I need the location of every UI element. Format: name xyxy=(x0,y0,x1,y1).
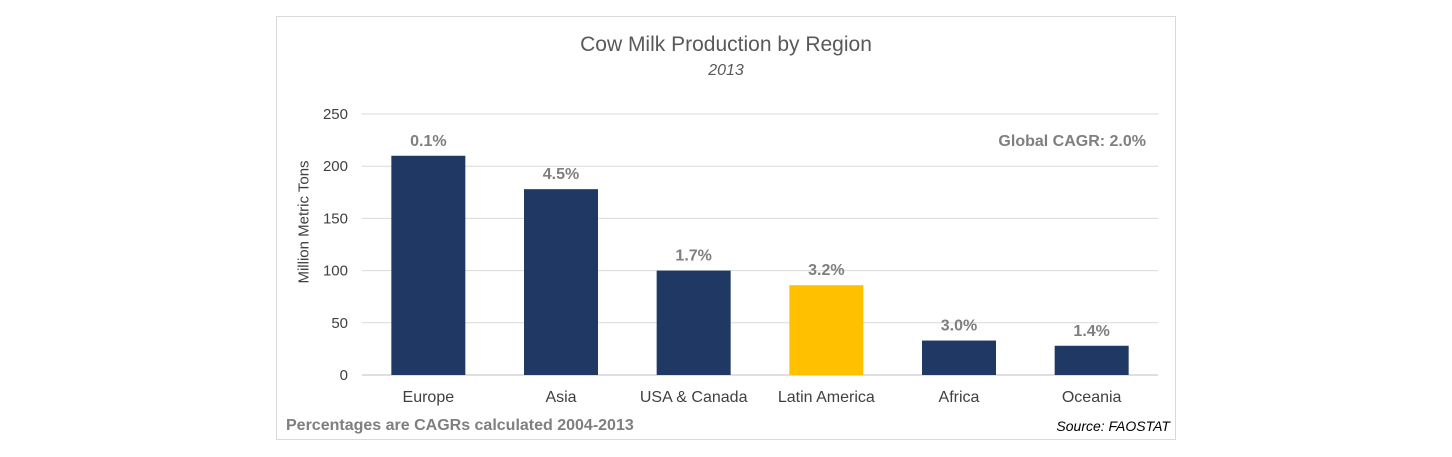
bar xyxy=(391,155,466,375)
y-tick-label: 100 xyxy=(323,263,348,280)
source-note: Source: FAOSTAT xyxy=(1056,418,1170,434)
x-tick-label: Latin America xyxy=(778,389,875,406)
data-label: 1.4% xyxy=(1073,323,1109,340)
x-tick-label: Africa xyxy=(939,389,980,406)
chart-subtitle: 2013 xyxy=(708,62,744,79)
bar xyxy=(789,285,864,375)
bar xyxy=(656,270,731,375)
y-tick-label: 0 xyxy=(340,367,348,384)
data-label: 3.2% xyxy=(808,262,844,279)
x-tick-label: Europe xyxy=(403,389,455,406)
global-cagr-annotation: Global CAGR: 2.0% xyxy=(998,133,1146,150)
chart-title: Cow Milk Production by Region xyxy=(580,33,872,56)
bar xyxy=(524,189,598,375)
y-tick-label: 150 xyxy=(323,210,348,227)
x-tick-label: Oceania xyxy=(1062,389,1122,406)
x-tick-label: USA & Canada xyxy=(640,389,748,406)
bar xyxy=(1054,345,1129,375)
y-tick-label: 50 xyxy=(331,315,348,332)
footnote: Percentages are CAGRs calculated 2004-20… xyxy=(286,417,634,434)
bar xyxy=(922,340,996,375)
data-label: 4.5% xyxy=(543,166,579,183)
data-label: 3.0% xyxy=(941,318,977,335)
data-label: 1.7% xyxy=(675,248,711,265)
y-tick-label: 250 xyxy=(323,106,348,123)
data-label: 0.1% xyxy=(410,133,446,150)
x-tick-label: Asia xyxy=(545,389,576,406)
y-tick-label: 200 xyxy=(323,158,348,175)
